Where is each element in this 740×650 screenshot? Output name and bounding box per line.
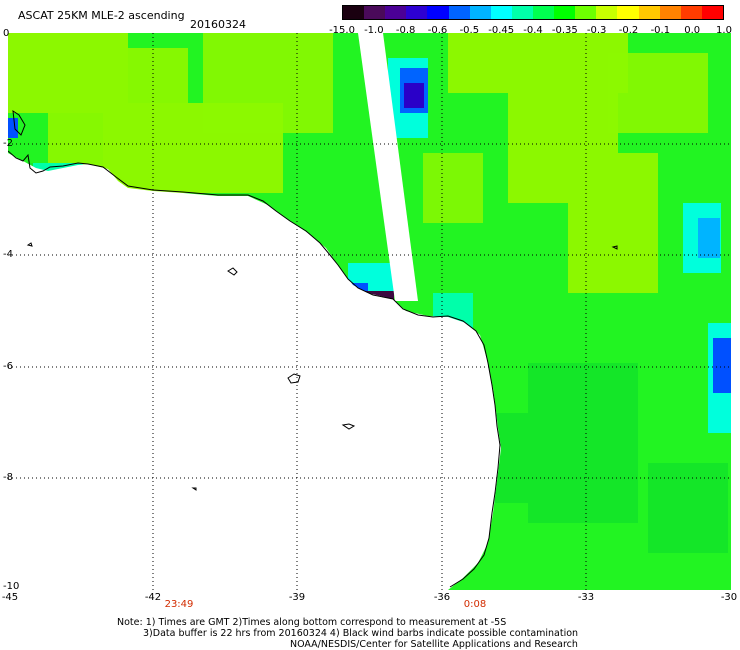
colorbar-segment [427, 6, 449, 19]
colorbar-label: -0.4 [523, 25, 543, 36]
colorbar-segment [385, 6, 407, 19]
colorbar-segment [448, 6, 470, 19]
colorbar-label: -0.45 [488, 25, 515, 36]
colorbar-segment [343, 6, 365, 19]
colorbar-segment [680, 6, 702, 19]
colorbar-segment [406, 6, 428, 19]
swath-gap [358, 33, 418, 301]
lon-label-36: -36 [433, 592, 451, 603]
lat-label-4: -4 [3, 249, 13, 260]
land-mass [8, 153, 501, 590]
colorbar [342, 5, 724, 20]
colorbar-segment [617, 6, 639, 19]
note-line-3: NOAA/NESDIS/Center for Satellite Applica… [290, 639, 578, 650]
map-view[interactable] [8, 33, 731, 590]
lon-label-39: -39 [288, 592, 306, 603]
colorbar-segment [532, 6, 555, 19]
map-date: 20160324 [190, 18, 246, 31]
colorbar-segment [364, 6, 386, 19]
colorbar-label: -0.6 [427, 25, 448, 36]
note-line-2: 3)Data buffer is 22 hrs from 20160324 4)… [143, 628, 579, 639]
lon-label-30: -30 [720, 592, 738, 603]
islands [12, 109, 618, 491]
field-lime-regions [8, 33, 708, 293]
colorbar-label: -15.0 [329, 25, 355, 36]
graticule [8, 33, 731, 590]
lat-label-0: 0 [3, 28, 10, 39]
colorbar-label: 1.0 [716, 25, 732, 36]
colorbar-label: -0.35 [551, 25, 578, 36]
colorbar-segment [575, 6, 597, 19]
map-title: ASCAT 25KM MLE-2 ascending [18, 9, 185, 22]
field-cyan-regions [8, 58, 731, 433]
colorbar-label: -0.2 [618, 25, 639, 36]
colorbar-label: -0.1 [650, 25, 671, 36]
colorbar-segment [554, 6, 576, 19]
colorbar-segment [490, 6, 512, 19]
colorbar-segment [511, 6, 533, 19]
coastline [8, 150, 501, 588]
colorbar-label: -0.3 [586, 25, 607, 36]
lon-label-42: -42 [144, 592, 162, 603]
lat-label-10: -10 [3, 581, 20, 592]
colorbar-segment [701, 6, 723, 19]
lat-label-8: -8 [3, 472, 13, 483]
pass-time-2: 0:08 [463, 599, 487, 610]
colorbar-segment [469, 6, 491, 19]
lon-label-45: -45 [1, 592, 19, 603]
colorbar-label: 0.0 [684, 25, 701, 36]
lon-label-33: -33 [577, 592, 595, 603]
colorbar-segment [638, 6, 660, 19]
note-line-1: Note: 1) Times are GMT 2)Times along bot… [117, 617, 507, 628]
lat-label-6: -6 [3, 361, 13, 372]
lat-label-2: -2 [3, 138, 13, 149]
colorbar-label: -1.0 [364, 25, 384, 36]
colorbar-label: -0.5 [459, 25, 480, 36]
colorbar-segment [596, 6, 618, 19]
colorbar-label: -0.8 [395, 25, 416, 36]
colorbar-segment [659, 6, 681, 19]
pass-time-1: 23:49 [164, 599, 194, 610]
